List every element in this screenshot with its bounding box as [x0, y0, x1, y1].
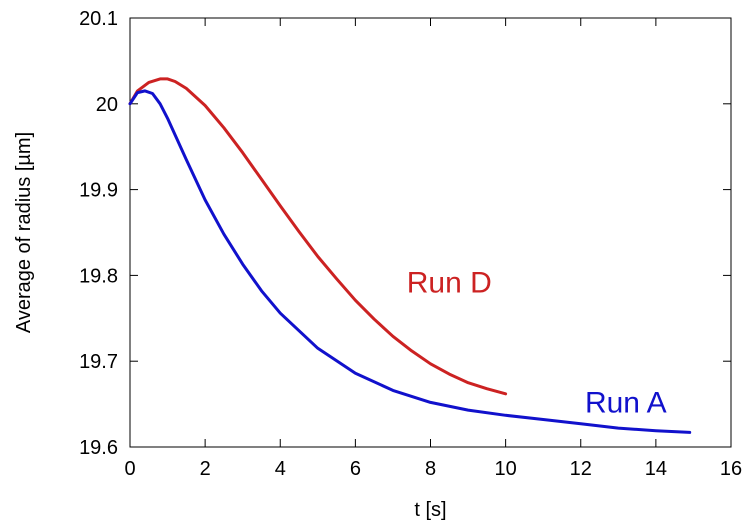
annotation-run-a: Run A	[585, 387, 667, 420]
series-line-run-d	[128, 77, 508, 396]
x-tick-label: 6	[350, 458, 361, 480]
x-tick-label: 12	[570, 458, 592, 480]
y-tick-label: 19.9	[79, 180, 118, 202]
y-tick-label: 20	[96, 94, 118, 116]
y-tick-label: 19.6	[79, 437, 118, 459]
axes-group: 0 2 4 6 8 10 12 14 16 19.6 19.7 19.8 19.9 20 20.1	[79, 8, 742, 480]
x-tick-label: 2	[200, 458, 211, 480]
series-group	[128, 77, 692, 434]
y-tick-label: 20.1	[79, 8, 118, 30]
x-tick-label: 4	[275, 458, 286, 480]
plot-frame	[129, 17, 732, 448]
x-tick-label: 16	[720, 458, 742, 480]
annotation-run-d: Run D	[407, 267, 492, 300]
annotation-group: Run D Run A	[407, 267, 667, 420]
x-axis-label: t [s]	[414, 499, 446, 521]
x-tick-label: 8	[425, 458, 436, 480]
y-tick-label: 19.7	[79, 351, 118, 373]
x-tick-label: 14	[645, 458, 667, 480]
y-tick-label: 19.8	[79, 265, 118, 287]
y-axis-label: Average of radius [µm]	[13, 132, 35, 333]
series-line-run-a	[128, 89, 692, 434]
x-tick-label: 10	[495, 458, 517, 480]
x-tick-label: 0	[124, 458, 135, 480]
